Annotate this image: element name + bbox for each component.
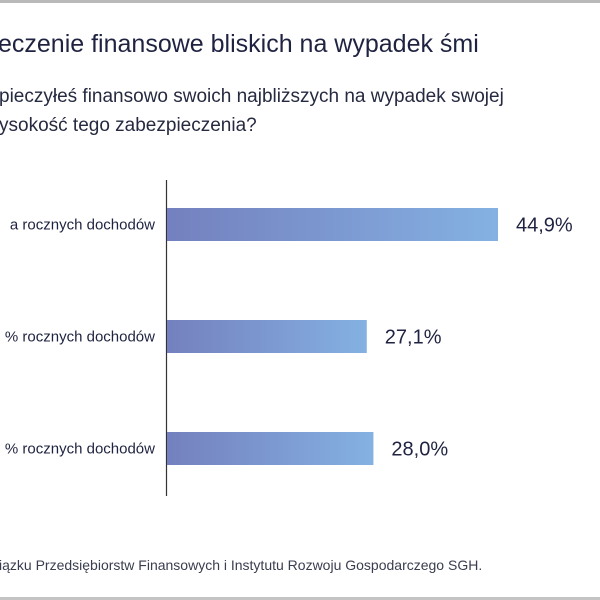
bar-0 <box>167 208 498 241</box>
value-label-1: 27,1% <box>385 327 442 349</box>
source-footnote: iązku Przedsiębiorstw Finansowych i Inst… <box>0 557 483 573</box>
chart-subtitle-line-1: pieczyłeś finansowo swoich najbliższych … <box>0 86 504 107</box>
category-label-2: % rocznych dochodów <box>5 441 155 458</box>
chart-subtitle-line-2: ysokość tego zabezpieczenia? <box>0 115 257 136</box>
bottom-border <box>0 597 600 600</box>
chart-title: eczenie finansowe bliskich na wypadek śm… <box>0 30 479 58</box>
category-label-0: a rocznych dochodów <box>10 217 155 234</box>
top-border <box>0 0 600 3</box>
value-label-0: 44,9% <box>516 215 573 237</box>
bar-1 <box>167 320 367 353</box>
bar-2 <box>167 432 374 465</box>
category-label-1: % rocznych dochodów <box>5 329 155 346</box>
value-label-2: 28,0% <box>391 439 448 461</box>
